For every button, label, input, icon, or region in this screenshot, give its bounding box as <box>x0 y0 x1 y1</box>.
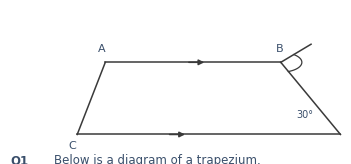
Text: C: C <box>68 141 76 151</box>
Text: B: B <box>276 44 283 54</box>
Text: 30°: 30° <box>297 110 313 120</box>
Text: A: A <box>98 44 106 54</box>
Text: Q1: Q1 <box>11 154 29 164</box>
Text: Below is a diagram of a trapezium.: Below is a diagram of a trapezium. <box>54 154 261 164</box>
